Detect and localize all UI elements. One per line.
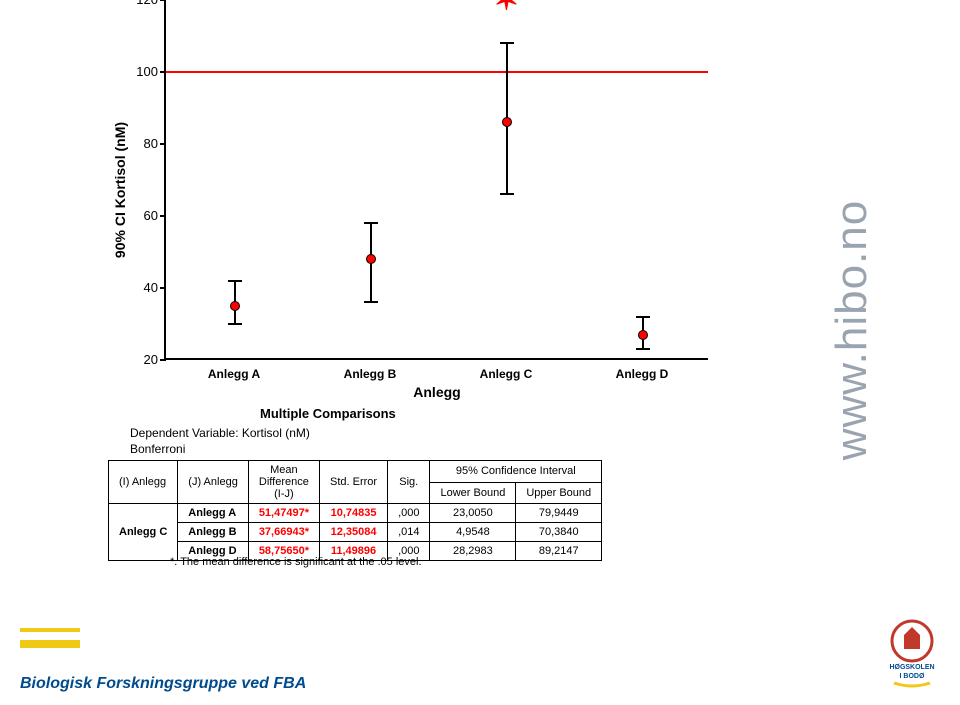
reference-line — [166, 71, 708, 73]
cell-lb: 23,0050 — [430, 504, 516, 523]
ytick-label: 80 — [126, 136, 158, 151]
footnote: *. The mean difference is significant at… — [170, 556, 422, 568]
th-lb: Lower Bound — [430, 482, 516, 504]
ytick-label: 100 — [126, 64, 158, 79]
x-category-label: Anlegg C — [476, 366, 537, 382]
cell-ub: 70,3840 — [516, 523, 602, 542]
cell-sig: ,000 — [388, 504, 430, 523]
th-ub: Upper Bound — [516, 482, 602, 504]
th-sig: Sig. — [388, 461, 430, 504]
th-j: (J) Anlegg — [178, 461, 249, 504]
x-axis-label: Anlegg — [413, 384, 460, 400]
comparisons-table: (I) Anlegg(J) AnleggMeanDifference(I-J)S… — [108, 460, 602, 561]
subtitle: Multiple Comparisons — [260, 406, 396, 421]
x-category-label: Anlegg A — [204, 366, 264, 382]
dependent-variable: Dependent Variable: Kortisol (nM) — [130, 426, 310, 440]
ytick-label: 40 — [126, 280, 158, 295]
cell-i: Anlegg C — [109, 504, 178, 561]
th-se: Std. Error — [319, 461, 387, 504]
chart: Anlegg 20406080100120Anlegg AAnlegg BAnl… — [108, 0, 708, 380]
th-diff: MeanDifference(I-J) — [248, 461, 319, 504]
cell-sig: ,014 — [388, 523, 430, 542]
table-row: Anlegg CAnlegg A51,47497*10,74835,00023,… — [109, 504, 602, 523]
method-label: Bonferroni — [130, 442, 185, 456]
x-category-label: Anlegg B — [340, 366, 401, 382]
th-ci: 95% Confidence Interval — [430, 461, 602, 483]
ytick-label: 20 — [126, 352, 158, 367]
footer-text: Biologisk Forskningsgruppe ved FBA — [20, 675, 306, 693]
cell-lb: 4,9548 — [430, 523, 516, 542]
significance-star-icon: ✶ — [494, 0, 519, 8]
institution-logo: HØGSKOLEN I BODØ — [882, 617, 942, 689]
cell-se: 12,35084 — [319, 523, 387, 542]
ytick-label: 60 — [126, 208, 158, 223]
cell-ub: 89,2147 — [516, 542, 602, 561]
svg-text:HØGSKOLEN: HØGSKOLEN — [889, 664, 934, 671]
cell-diff: 51,47497* — [248, 504, 319, 523]
cell-ub: 79,9449 — [516, 504, 602, 523]
table-row: Anlegg B37,66943*12,35084,0144,954870,38… — [109, 523, 602, 542]
cell-j: Anlegg A — [178, 504, 249, 523]
accent-bar — [20, 640, 80, 648]
x-category-label: Anlegg D — [612, 366, 673, 382]
svg-text:I BODØ: I BODØ — [900, 673, 925, 680]
th-i: (I) Anlegg — [109, 461, 178, 504]
plot-area: Anlegg 20406080100120Anlegg AAnlegg BAnl… — [164, 0, 708, 360]
ytick-label: 120 — [126, 0, 158, 7]
cell-j: Anlegg B — [178, 523, 249, 542]
accent-bar — [20, 628, 80, 632]
cell-lb: 28,2983 — [430, 542, 516, 561]
domain-watermark: www.hibo.no — [832, 30, 872, 630]
cell-se: 10,74835 — [319, 504, 387, 523]
cell-diff: 37,66943* — [248, 523, 319, 542]
